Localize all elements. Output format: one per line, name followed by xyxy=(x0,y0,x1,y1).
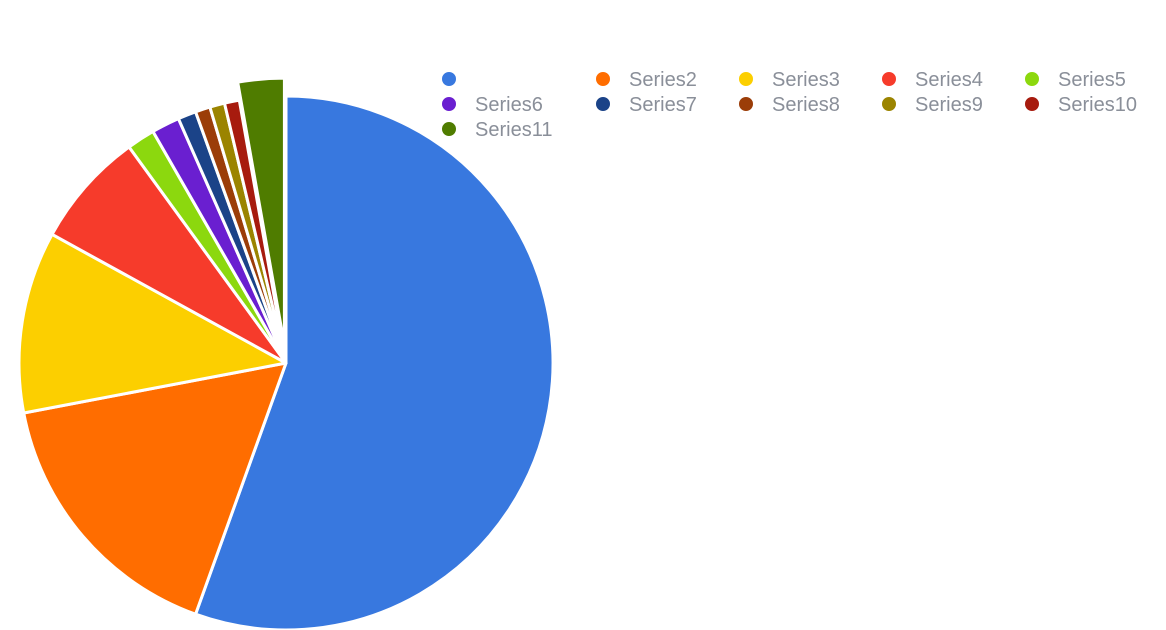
legend-marker xyxy=(594,70,612,88)
legend-item: Series9 xyxy=(880,94,983,116)
legend-label: Series9 xyxy=(915,94,983,116)
legend-item: Series4 xyxy=(880,69,983,91)
legend-marker xyxy=(440,70,458,88)
legend-label: Series7 xyxy=(629,94,697,116)
legend-item: Series7 xyxy=(594,94,697,116)
legend-marker xyxy=(880,95,898,113)
pie-slice-series11 xyxy=(236,76,286,347)
legend-marker xyxy=(737,70,755,88)
legend-item: Series2 xyxy=(594,69,697,91)
legend-label: Series8 xyxy=(772,94,840,116)
legend-label: Series11 xyxy=(475,119,552,141)
pie-slice-series4 xyxy=(50,145,288,365)
pie-slice-series1 xyxy=(194,94,555,630)
legend-marker xyxy=(440,120,458,138)
legend-item: Series10 xyxy=(1023,94,1137,116)
legend-marker xyxy=(594,95,612,113)
legend-label: Series5 xyxy=(1058,69,1126,91)
pie-slices xyxy=(17,76,555,630)
legend-item xyxy=(440,70,458,88)
pie-slice-series10 xyxy=(222,98,288,365)
legend-label: Series2 xyxy=(629,69,697,91)
legend-marker xyxy=(1023,70,1041,88)
legend: Series2 Series3 Series4 Series5 Series6 Serie… xyxy=(440,69,1137,141)
pie-slice-series3 xyxy=(17,232,288,415)
legend-item: Series8 xyxy=(737,94,840,116)
legend-label: Series6 xyxy=(475,94,543,116)
pie-slice-series2 xyxy=(22,361,288,616)
legend-item: Series11 xyxy=(440,119,552,141)
legend-marker xyxy=(1023,95,1041,113)
legend-item: Series6 xyxy=(440,94,543,116)
legend-label: Series10 xyxy=(1058,94,1137,116)
legend-item: Series3 xyxy=(737,69,840,91)
legend-label: Series4 xyxy=(915,69,983,91)
legend-marker xyxy=(737,95,755,113)
legend-marker xyxy=(440,95,458,113)
legend-item: Series5 xyxy=(1023,69,1126,91)
legend-marker xyxy=(880,70,898,88)
legend-label: Series3 xyxy=(772,69,840,91)
